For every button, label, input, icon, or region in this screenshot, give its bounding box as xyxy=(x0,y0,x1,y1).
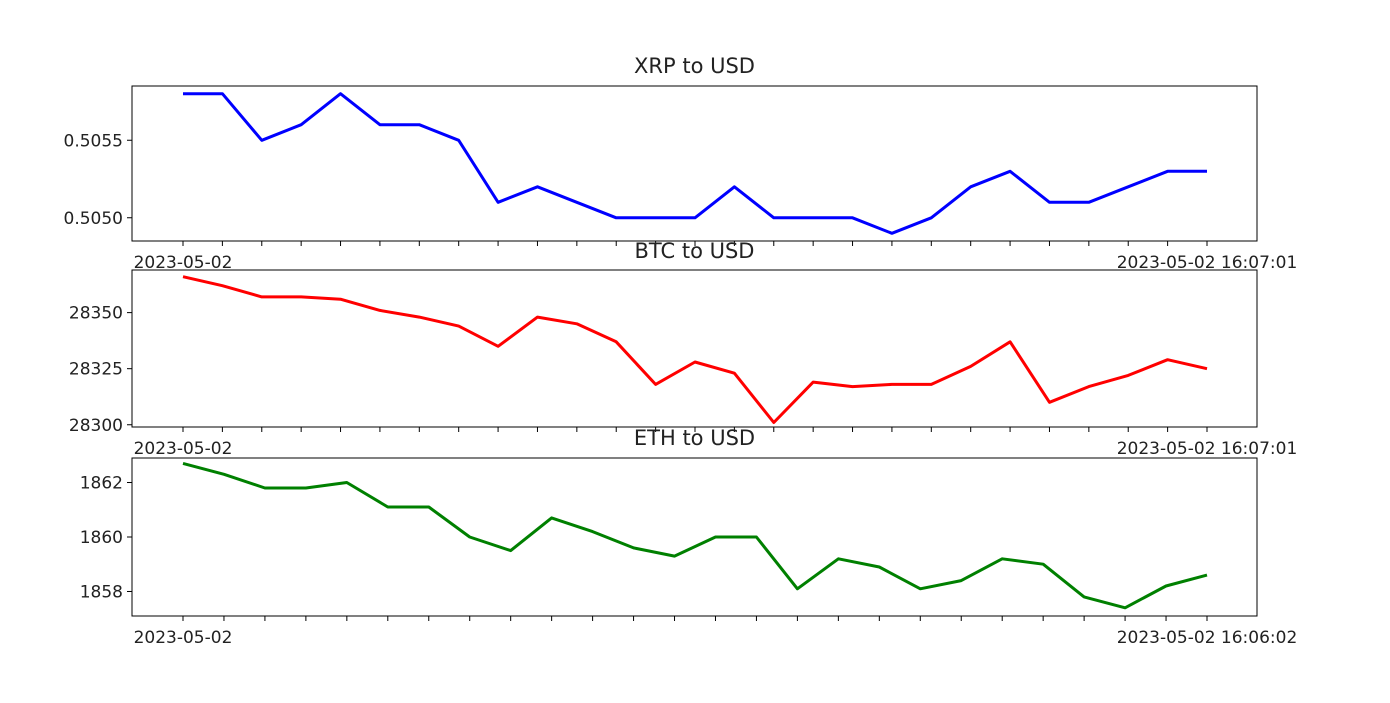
x-tick-label-last-0: 2023-05-02 16:07:01 xyxy=(1117,253,1298,273)
axes-frame-1 xyxy=(131,269,1258,428)
chart-title-1: BTC to USD xyxy=(635,239,755,263)
y-tick-label-1: 28300 xyxy=(69,416,123,436)
y-tick-label-2: 1860 xyxy=(80,528,123,548)
axes-frame-0 xyxy=(131,85,1258,242)
x-tick-label-first-2: 2023-05-02 xyxy=(134,628,233,648)
series-line-0 xyxy=(183,92,1207,235)
chart-title-0: XRP to USD xyxy=(634,54,755,78)
x-tick-label-first-0: 2023-05-02 xyxy=(134,253,233,273)
chart-title-2: ETH to USD xyxy=(634,426,755,450)
y-tick-label-0: 0.5055 xyxy=(64,131,123,151)
y-tick-label-0: 0.5050 xyxy=(64,209,123,229)
y-tick-label-1: 28350 xyxy=(69,304,123,324)
x-tick-label-last-1: 2023-05-02 16:07:01 xyxy=(1117,439,1298,459)
axes-frame-2 xyxy=(131,457,1258,617)
y-tick-label-2: 1858 xyxy=(80,582,123,602)
y-tick-label-1: 28325 xyxy=(69,360,123,380)
x-tick-label-last-2: 2023-05-02 16:06:02 xyxy=(1117,628,1298,648)
y-tick-label-2: 1862 xyxy=(80,474,123,494)
series-line-1 xyxy=(182,275,1208,424)
series-line-2 xyxy=(182,461,1208,610)
x-tick-label-first-1: 2023-05-02 xyxy=(134,439,233,459)
